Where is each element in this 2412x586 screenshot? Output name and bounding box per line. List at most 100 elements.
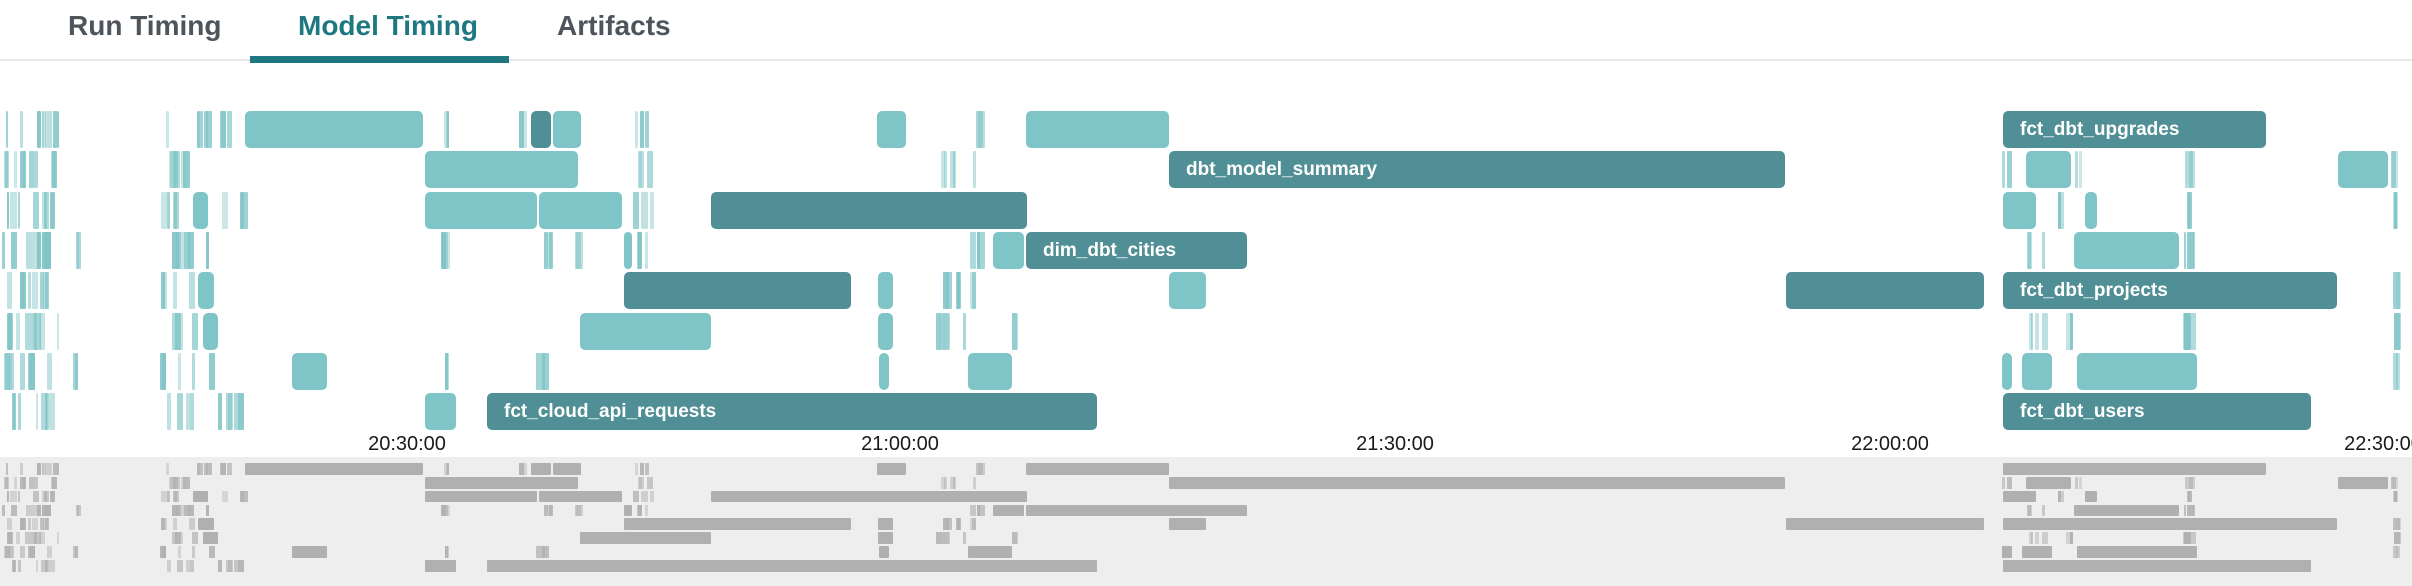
minimap-stripe: [219, 463, 227, 475]
minimap-stripe: [173, 476, 180, 489]
minimap-stripe: [2057, 490, 2065, 503]
gantt-bar[interactable]: [877, 111, 906, 148]
gantt-stripe: [640, 231, 643, 269]
gantt-bar[interactable]: [2085, 191, 2097, 229]
minimap-stripe: [41, 490, 47, 503]
gantt-bar[interactable]: [245, 111, 423, 148]
minimap-stripe: [56, 463, 60, 475]
gantt-stripe: [191, 352, 196, 390]
gantt-stripe: [182, 151, 190, 189]
gantt-bar[interactable]: [879, 352, 889, 390]
gantt-stripe: [57, 312, 60, 350]
minimap-stripe: [233, 559, 239, 572]
gantt-bar-dim_dbt_cities[interactable]: dim_dbt_cities: [1026, 231, 1247, 269]
gantt-bar[interactable]: [993, 231, 1024, 269]
gantt-stripe: [952, 151, 956, 189]
minimap-stripe: [25, 532, 32, 545]
gantt-bar[interactable]: [2002, 352, 2012, 390]
minimap-stripe: [19, 518, 27, 531]
gantt-stripe: [188, 231, 195, 269]
gantt-stripe: [25, 312, 32, 350]
gantt-bar-dbt_model_summary[interactable]: dbt_model_summary: [1169, 151, 1785, 189]
gantt-bar[interactable]: [878, 312, 893, 350]
minimap-stripe: [169, 476, 175, 489]
gantt-bar-fct_dbt_projects[interactable]: fct_dbt_projects: [2003, 272, 2337, 310]
gantt-bar[interactable]: [531, 111, 551, 148]
minimap-stripe: [176, 559, 183, 572]
gantt-stripe: [644, 111, 649, 148]
gantt-bar[interactable]: [1786, 272, 1984, 310]
gantt-stripe: [973, 151, 976, 189]
minimap-stripe: [175, 532, 181, 545]
gantt-stripe: [12, 393, 16, 431]
gantt-bar[interactable]: [2077, 352, 2197, 390]
gantt-bar[interactable]: [553, 111, 581, 148]
gantt-stripe: [633, 191, 640, 229]
gantt-bar-fct_dbt_users[interactable]: fct_dbt_users: [2003, 393, 2311, 431]
minimap-stripe: [2393, 518, 2400, 531]
gantt-stripe: [31, 272, 38, 310]
gantt-stripe: [5, 111, 9, 148]
minimap-stripe: [37, 463, 42, 475]
minimap-bar: [711, 490, 1027, 503]
minimap-stripe: [163, 518, 167, 531]
gantt-stripe: [27, 272, 32, 310]
tab-artifacts[interactable]: Artifacts: [557, 10, 671, 41]
minimap-stripe: [4, 476, 10, 489]
gantt-stripe: [173, 151, 180, 189]
tab-run-timing[interactable]: Run Timing: [68, 10, 222, 41]
gantt-bar[interactable]: [624, 272, 851, 310]
minimap-stripe: [645, 504, 648, 517]
gantt-stripe: [44, 231, 51, 269]
gantt-stripe: [638, 151, 645, 189]
gantt-bar[interactable]: [425, 151, 578, 189]
gantt-bar[interactable]: [2338, 151, 2388, 189]
minimap-stripe: [178, 504, 185, 517]
gantt-bar[interactable]: [193, 191, 208, 229]
gantt-stripe: [240, 191, 244, 229]
gantt-stripe: [641, 191, 648, 229]
gantt-stripe: [165, 111, 169, 148]
gantt-bar[interactable]: [203, 312, 218, 350]
gantt-bar[interactable]: [1026, 111, 1169, 148]
gantt-bar[interactable]: [2003, 191, 2036, 229]
gantt-stripe: [34, 151, 38, 189]
gantt-bar[interactable]: [580, 312, 711, 350]
gantt-stripe: [447, 231, 451, 269]
gantt-bar[interactable]: [968, 352, 1012, 390]
gantt-bar[interactable]: [425, 191, 537, 229]
gantt-bar[interactable]: [2074, 231, 2179, 269]
minimap-stripe: [2186, 490, 2190, 503]
gantt-bar[interactable]: [624, 231, 632, 269]
minimap-stripe: [947, 532, 951, 545]
gantt-stripe: [2391, 151, 2396, 189]
tab-model-timing[interactable]: Model Timing: [298, 10, 478, 41]
gantt-bar[interactable]: [711, 191, 1027, 229]
gantt-stripe: [32, 231, 40, 269]
gantt-stripe: [44, 393, 49, 431]
gantt-bar[interactable]: [2026, 151, 2071, 189]
gantt-bar-fct_dbt_upgrades[interactable]: fct_dbt_upgrades: [2003, 111, 2266, 148]
minimap-stripe: [576, 504, 583, 517]
gantt-bar-label: fct_dbt_upgrades: [2020, 119, 2180, 140]
gantt-stripe: [11, 231, 17, 269]
minimap-stripe: [644, 463, 649, 475]
gantt-bar[interactable]: [198, 272, 214, 310]
gantt-bar-fct_cloud_api_requests[interactable]: fct_cloud_api_requests: [487, 393, 1097, 431]
minimap-stripe: [206, 504, 210, 517]
gantt-bar[interactable]: [1169, 272, 1206, 310]
gantt-bar[interactable]: [425, 393, 456, 431]
gantt-bar[interactable]: [878, 272, 893, 310]
minimap-stripe: [18, 490, 21, 503]
gantt-stripe: [15, 312, 20, 350]
gantt-bar[interactable]: [2022, 352, 2052, 390]
gantt-bar[interactable]: [539, 191, 622, 229]
minimap-stripe: [199, 463, 204, 475]
gantt-stripe: [645, 231, 648, 269]
minimap-stripe: [172, 504, 179, 517]
gantt-stripe: [45, 393, 50, 431]
gantt-bar[interactable]: [292, 352, 327, 390]
gantt-stripe: [227, 111, 232, 148]
